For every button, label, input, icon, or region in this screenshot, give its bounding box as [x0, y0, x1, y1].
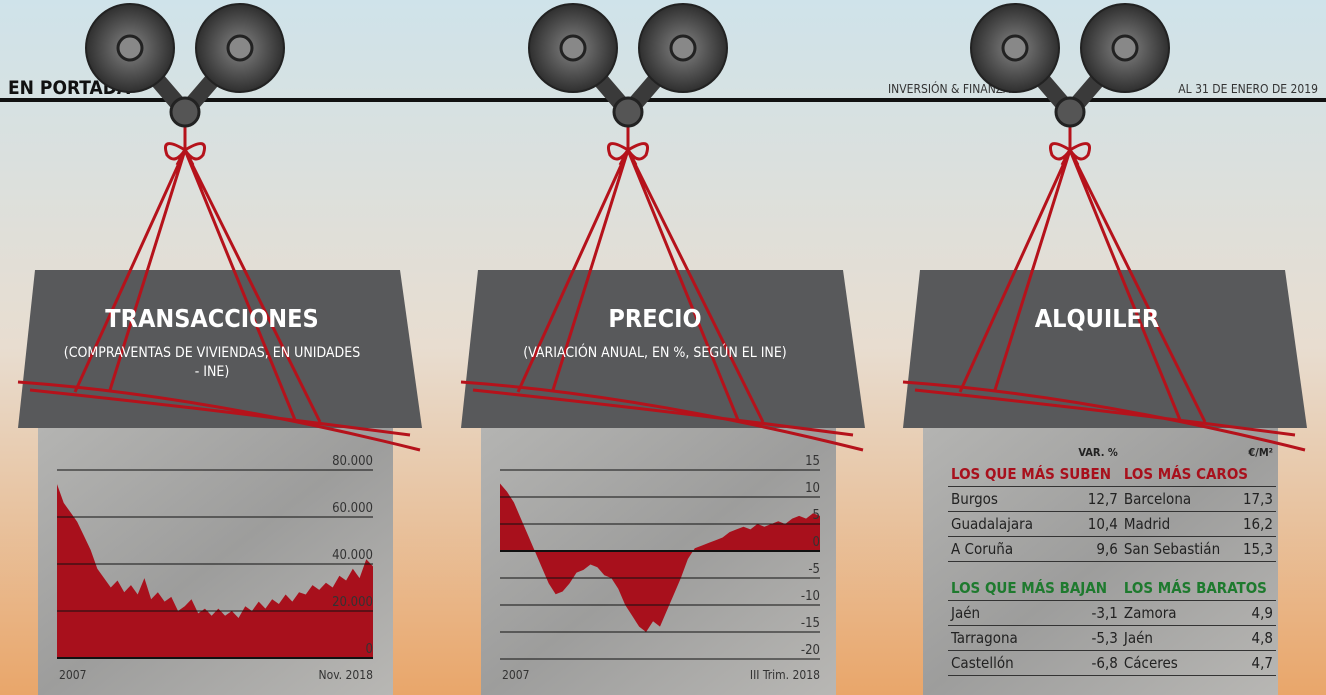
y-tick-label: 0 — [366, 642, 373, 657]
spacer-row — [948, 562, 1276, 576]
pulley-hub — [118, 36, 142, 60]
value: 15,3 — [1236, 537, 1276, 562]
pulley-hub — [671, 36, 695, 60]
city: Barcelona — [1121, 487, 1236, 512]
city: Burgos — [948, 487, 1062, 512]
y-tick-label: -15 — [801, 616, 820, 631]
chart-title: TRANSACCIONES — [62, 304, 362, 333]
y-tick-label: 20.000 — [332, 595, 373, 610]
y-tick-label: 15 — [805, 454, 820, 469]
date: AL 31 DE ENERO DE 2019 — [1178, 82, 1318, 96]
value: 4,7 — [1236, 650, 1276, 675]
pulley-hub — [561, 36, 585, 60]
column-header: VAR. % — [1062, 442, 1121, 462]
pulley-hub — [1056, 98, 1084, 126]
page: EN PORTADA INVERSIÓN & FINANZAS AL 31 DE… — [0, 0, 1326, 695]
roof — [903, 270, 1307, 428]
y-tick-label: -20 — [801, 643, 820, 658]
x-tick-label: III Trim. 2018 — [750, 668, 820, 682]
x-tick-label: Nov. 2018 — [319, 668, 374, 682]
y-tick-label: 10 — [805, 481, 820, 496]
value: -5,3 — [1062, 625, 1121, 650]
spacer — [1121, 442, 1236, 462]
group-title: LOS MÁS CAROS — [1121, 462, 1276, 487]
y-tick-label: 0 — [813, 535, 820, 550]
value: -3,1 — [1062, 600, 1121, 625]
city: Castellón — [948, 650, 1062, 675]
pulley-hub — [1113, 36, 1137, 60]
pulley-hub — [171, 98, 199, 126]
city: Cáceres — [1121, 650, 1236, 675]
group-title: LOS QUE MÁS SUBEN — [948, 462, 1121, 487]
group-title: LOS QUE MÁS BAJAN — [948, 576, 1121, 601]
y-tick-label: 60.000 — [332, 501, 373, 516]
city: Tarragona — [948, 625, 1062, 650]
city: A Coruña — [948, 537, 1062, 562]
city: Guadalajara — [948, 512, 1062, 537]
value: 10,4 — [1062, 512, 1121, 537]
y-tick-label: -10 — [801, 589, 820, 604]
city: Madrid — [1121, 512, 1236, 537]
city: Jaén — [948, 600, 1062, 625]
value: 4,9 — [1236, 600, 1276, 625]
group-title: LOS MÁS BARATOS — [1121, 576, 1276, 601]
y-tick-label: 40.000 — [332, 548, 373, 563]
pulley-hub — [1003, 36, 1027, 60]
x-tick-label: 2007 — [59, 668, 86, 682]
pulley-hub — [228, 36, 252, 60]
pulley-hub — [614, 98, 642, 126]
city: Zamora — [1121, 600, 1236, 625]
y-tick-label: -5 — [808, 562, 820, 577]
chart-subtitle: (COMPRAVENTAS DE VIVIENDAS, EN UNIDADES … — [62, 344, 362, 382]
value: 17,3 — [1236, 487, 1276, 512]
spacer — [948, 442, 1062, 462]
value: 16,2 — [1236, 512, 1276, 537]
chart-subtitle: (VARIACIÓN ANUAL, EN %, SEGÚN EL INE) — [505, 344, 805, 363]
city: Jaén — [1121, 625, 1236, 650]
value: 12,7 — [1062, 487, 1121, 512]
y-tick-label: 80.000 — [332, 454, 373, 469]
y-tick-label: 5 — [813, 508, 820, 523]
table-title: ALQUILER — [947, 304, 1247, 333]
value: 4,8 — [1236, 625, 1276, 650]
city: San Sebastián — [1121, 537, 1236, 562]
column-header: €/M² — [1236, 442, 1276, 462]
value: 9,6 — [1062, 537, 1121, 562]
header-row: VAR. % €/M² — [948, 442, 1276, 462]
value: -6,8 — [1062, 650, 1121, 675]
chart-title: PRECIO — [505, 304, 805, 333]
x-tick-label: 2007 — [502, 668, 529, 682]
